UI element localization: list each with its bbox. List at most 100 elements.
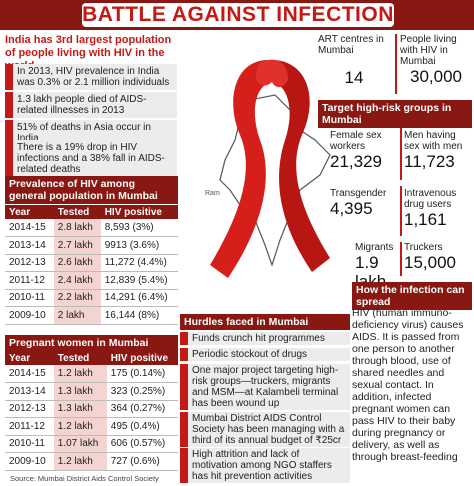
table-cell: 175 (0.14%)	[106, 365, 178, 383]
spread-heading: How the infection can spread	[352, 282, 472, 310]
column-header: Tested	[53, 205, 101, 219]
column-header: Year	[5, 205, 54, 219]
target-heading: Target high-risk groups in Mumbai	[318, 100, 472, 128]
table-cell: 2009-10	[5, 306, 54, 325]
divider	[400, 242, 402, 276]
risk-group-value: 11,723	[404, 152, 455, 171]
red-ribbon-loop	[256, 59, 288, 88]
table-cell: 2.2 lakh	[53, 289, 101, 307]
hurdle-item: Mumbai District AIDS Control Society has…	[180, 412, 350, 447]
table-cell: 1.2 lakh	[53, 452, 107, 471]
hurdle-item: Periodic stockout of drugs	[180, 348, 350, 361]
stat-label: ART centres in Mumbai	[318, 34, 384, 56]
table-cell: 2011-12	[5, 271, 54, 290]
table-cell: 1.3 lakh	[53, 400, 107, 418]
table-cell: 2013-14	[5, 382, 54, 401]
table-cell: 2.6 lakh	[53, 254, 101, 272]
table-cell: 1.2 lakh	[53, 417, 107, 436]
table-cell: 14,291 (6.4%)	[100, 289, 178, 307]
prevalence-table: Year Tested HIV positive 2014-15 2.8 lakh…	[5, 205, 178, 325]
aids-ribbon-graphic	[210, 59, 331, 278]
table-cell: 495 (0.4%)	[106, 417, 178, 436]
risk-group-label: Female sex workers	[330, 130, 382, 152]
table-cell: 9913 (3.6%)	[100, 236, 178, 255]
map-label: Ram	[205, 190, 220, 197]
table-cell: 8,593 (3%)	[100, 219, 178, 237]
hurdle-item: High attrition and lack of motivation am…	[180, 448, 350, 483]
fact-item: In 2013, HIV prevalence in India was 0.3…	[5, 64, 177, 90]
table-row: 2010-11 1.07 lakh 606 (0.57%)	[5, 435, 178, 453]
prevalence-heading: Prevalence of HIV among general populati…	[5, 176, 178, 204]
hiv-people-stat: People living with HIV in Mumbai 30,000	[400, 34, 472, 86]
risk-group-value: 4,395	[330, 199, 373, 218]
column-header: HIV positive	[100, 205, 178, 219]
table-cell: 2009-10	[5, 452, 54, 471]
table-cell: 16,144 (8%)	[100, 306, 178, 325]
table-cell: 2014-15	[5, 219, 54, 237]
table-cell: 2 lakh	[53, 306, 101, 325]
table-cell: 2011-12	[5, 417, 54, 436]
table-row: 2012-13 2.6 lakh 11,272 (4.4%)	[5, 254, 178, 272]
stat-value: 14	[344, 68, 364, 87]
table-row: 2010-11 2.2 lakh 14,291 (6.4%)	[5, 289, 178, 307]
table-cell: 2.8 lakh	[53, 219, 101, 237]
table-cell: 2010-11	[5, 289, 54, 307]
risk-group-value: 1,161	[404, 210, 447, 229]
table-row: 2014-15 1.2 lakh 175 (0.14%)	[5, 365, 178, 383]
fact-item: There is a 19% drop in HIV infections an…	[5, 140, 177, 177]
risk-group-value: 15,000	[404, 253, 456, 272]
table-cell: 2014-15	[5, 365, 54, 383]
risk-group-label: Truckers	[404, 242, 443, 253]
spread-text: HIV (human immuno-deficiency virus) caus…	[352, 307, 464, 463]
divider	[395, 34, 397, 94]
stat-value: 30,000	[410, 67, 462, 86]
pregnant-table: Year Tested HIV positive 2014-15 1.2 lakh…	[5, 351, 178, 471]
table-row: 2009-10 2 lakh 16,144 (8%)	[5, 306, 178, 325]
table-cell: 2.7 lakh	[53, 236, 101, 255]
risk-group: Transgender 4,395	[330, 188, 398, 218]
table-cell: 727 (0.6%)	[106, 452, 178, 471]
column-header: Tested	[53, 351, 107, 365]
table-cell: 2012-13	[5, 254, 54, 272]
stat-label: People living with HIV in Mumbai	[400, 34, 457, 67]
art-centres-stat: ART centres in Mumbai 14	[318, 34, 390, 87]
red-ribbon-right	[272, 60, 330, 272]
divider	[400, 128, 402, 180]
pregnant-heading: Pregnant women in Mumbai	[5, 335, 178, 351]
table-header-row: Year Tested HIV positive	[5, 351, 178, 365]
table-row: 2011-12 1.2 lakh 495 (0.4%)	[5, 417, 178, 436]
hurdle-item: Funds crunch hit programmes	[180, 332, 350, 345]
table-row: 2013-14 1.3 lakh 323 (0.25%)	[5, 382, 178, 401]
risk-group-value: 21,329	[330, 152, 382, 171]
risk-group: Truckers 15,000	[404, 242, 472, 272]
risk-group-label: Migrants	[355, 242, 394, 253]
table-cell: 323 (0.25%)	[106, 382, 178, 401]
table-cell: 2012-13	[5, 400, 54, 418]
table-cell: 2013-14	[5, 236, 54, 255]
table-cell: 2.4 lakh	[53, 271, 101, 290]
hurdle-item: One major project targeting high-risk gr…	[180, 364, 350, 410]
hurdles-heading: Hurdles faced in Mumbai	[180, 314, 350, 330]
table-cell: 2010-11	[5, 435, 54, 453]
table-cell: 12,839 (5.4%)	[100, 271, 178, 290]
risk-group-label: Intravenous drug users	[404, 188, 457, 210]
column-header: Year	[5, 351, 54, 365]
table-cell: 1.2 lakh	[53, 365, 107, 383]
table-row: 2012-13 1.3 lakh 364 (0.27%)	[5, 400, 178, 418]
column-header: HIV positive	[106, 351, 178, 365]
risk-group: Men having sex with men 11,723	[404, 130, 472, 171]
table-cell: 11,272 (4.4%)	[100, 254, 178, 272]
page-title: BATTLE AGAINST INFECTION	[82, 3, 394, 27]
risk-group: Female sex workers 21,329	[330, 130, 398, 171]
risk-group-label: Transgender	[330, 188, 387, 199]
risk-group: Intravenous drug users 1,161	[404, 188, 472, 229]
risk-group-label: Men having sex with men	[404, 130, 463, 152]
table-row: 2013-14 2.7 lakh 9913 (3.6%)	[5, 236, 178, 255]
table-row: 2011-12 2.4 lakh 12,839 (5.4%)	[5, 271, 178, 290]
source-note: Source: Mumbai District Aids Control Soc…	[10, 474, 159, 483]
fact-item: 1.3 lakh people died of AIDS-related ill…	[5, 92, 177, 118]
table-row: 2009-10 1.2 lakh 727 (0.6%)	[5, 452, 178, 471]
table-cell: 606 (0.57%)	[106, 435, 178, 453]
table-header-row: Year Tested HIV positive	[5, 205, 178, 219]
table-cell: 1.3 lakh	[53, 382, 107, 401]
